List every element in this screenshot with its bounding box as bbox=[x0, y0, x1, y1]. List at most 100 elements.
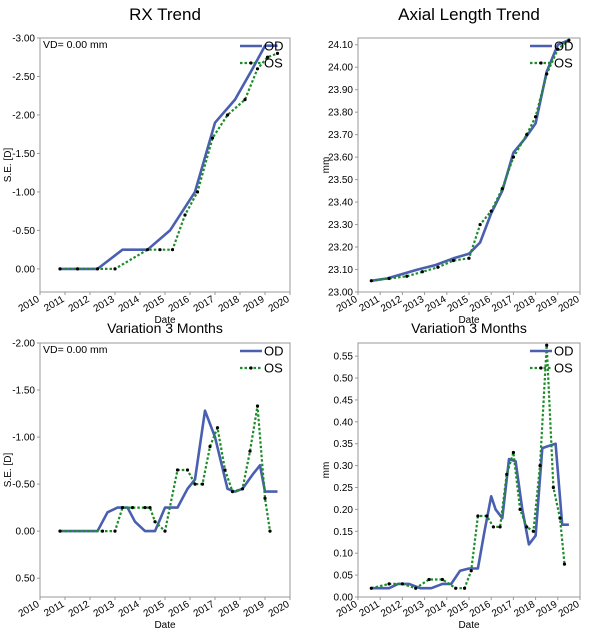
x-tick-label: 2019 bbox=[242, 599, 267, 620]
y-tick-label: 0.25 bbox=[334, 483, 354, 494]
data-point-os bbox=[427, 577, 431, 582]
data-point-os bbox=[225, 113, 230, 117]
data-point-os bbox=[130, 506, 135, 510]
data-point-os bbox=[467, 256, 471, 260]
y-axis-label: S.E. [D] bbox=[3, 148, 14, 183]
data-point-os bbox=[511, 450, 515, 455]
data-point-os bbox=[400, 582, 404, 586]
data-point-os bbox=[193, 482, 197, 486]
y-tick-label: 23.90 bbox=[328, 85, 353, 96]
data-point-os bbox=[436, 265, 440, 269]
x-tick-label: 2016 bbox=[468, 599, 493, 620]
data-point-os bbox=[478, 222, 482, 227]
data-point-os bbox=[485, 514, 489, 518]
y-tick-label: 0.50 bbox=[16, 574, 36, 585]
chart-panel-4: Variation 3 Months 0.55 0.50 0.45 0.40 0.35 0.… bbox=[321, 320, 582, 628]
data-point-os bbox=[113, 267, 117, 271]
y-tick-label: -3.00 bbox=[12, 34, 35, 45]
x-tick-label: 2020 bbox=[557, 294, 582, 315]
x-axis-label: Date bbox=[154, 620, 176, 628]
y-tick-label: 0.45 bbox=[334, 395, 354, 406]
legend-marker-os bbox=[249, 61, 253, 65]
chart-panel-3: Variation 3 Months -2.00 -1.50 -1.00 -0.50 0.… bbox=[3, 320, 292, 628]
data-point-os bbox=[469, 569, 473, 573]
plot-frame bbox=[357, 342, 581, 598]
data-point-os bbox=[113, 529, 117, 533]
data-point-os bbox=[489, 209, 493, 213]
x-tick-label: 2014 bbox=[424, 599, 449, 620]
x-tick-label: 2015 bbox=[142, 599, 167, 620]
data-point-os bbox=[387, 276, 391, 281]
x-tick-label: 2017 bbox=[490, 294, 515, 315]
x-tick-label: 2014 bbox=[424, 294, 449, 315]
data-point-os bbox=[498, 525, 502, 529]
x-tick-label: 2015 bbox=[446, 599, 471, 620]
data-point-os bbox=[175, 468, 180, 472]
x-tick-label: 2011 bbox=[358, 599, 383, 619]
data-point-os bbox=[58, 529, 62, 533]
x-tick-label: 2010 bbox=[17, 294, 42, 315]
data-point-os bbox=[405, 274, 409, 278]
data-point-os bbox=[531, 529, 535, 533]
series-line-os bbox=[371, 39, 570, 282]
data-point-os bbox=[558, 516, 562, 520]
data-point-os bbox=[387, 582, 391, 586]
data-point-os bbox=[476, 514, 480, 518]
y-tick-label: -1.50 bbox=[12, 386, 35, 397]
legend-label-od: OD bbox=[264, 344, 284, 359]
plot-frame bbox=[39, 37, 291, 293]
data-point-os bbox=[369, 279, 373, 283]
data-point-os bbox=[451, 258, 456, 263]
y-tick-label: 23.40 bbox=[328, 198, 353, 209]
y-tick-label: 24.10 bbox=[328, 40, 353, 51]
vd-note: VD= 0.00 mm bbox=[43, 344, 108, 356]
y-tick-label: 23.20 bbox=[328, 243, 353, 254]
data-point-os bbox=[195, 190, 200, 194]
series-line-od bbox=[371, 38, 570, 283]
data-point-os bbox=[545, 72, 549, 76]
y-tick-label: 23.70 bbox=[328, 130, 353, 141]
x-tick-label: 2020 bbox=[557, 599, 582, 620]
data-point-os bbox=[556, 47, 560, 51]
data-point-os bbox=[240, 487, 245, 491]
chart-title: Variation 3 Months bbox=[411, 320, 527, 336]
series-line-od bbox=[60, 44, 278, 271]
chart-title: RX Trend bbox=[129, 5, 201, 24]
x-tick-label: 2012 bbox=[67, 599, 92, 620]
x-axis-label: Date bbox=[458, 620, 480, 628]
y-tick-label: 23.10 bbox=[328, 265, 353, 276]
data-point-os bbox=[525, 525, 529, 529]
data-point-os bbox=[153, 520, 157, 524]
series-line-os bbox=[60, 404, 272, 533]
x-tick-label: 2018 bbox=[217, 294, 242, 315]
data-point-os bbox=[75, 267, 80, 271]
x-tick-label: 2019 bbox=[535, 599, 560, 620]
y-tick-label: 0.10 bbox=[334, 549, 354, 560]
legend-label-od: OD bbox=[554, 344, 574, 359]
data-point-os bbox=[525, 133, 529, 137]
chart-title: Variation 3 Months bbox=[107, 320, 223, 336]
legend-marker-os bbox=[539, 366, 543, 370]
y-tick-label: 0.20 bbox=[334, 505, 354, 516]
series-line-od bbox=[60, 409, 278, 533]
legend-label-od: OD bbox=[264, 39, 284, 54]
data-point-os bbox=[95, 267, 100, 271]
y-tick-label: -2.50 bbox=[12, 72, 35, 83]
data-point-os bbox=[462, 586, 467, 590]
y-axis-label: mm bbox=[321, 157, 332, 174]
legend-marker-os bbox=[249, 366, 253, 370]
x-tick-label: 2018 bbox=[217, 599, 242, 620]
data-point-os bbox=[420, 270, 424, 274]
y-tick-label: 24.00 bbox=[328, 63, 353, 74]
x-tick-label: 2014 bbox=[117, 294, 142, 315]
x-tick-label: 2011 bbox=[42, 294, 67, 314]
x-tick-label: 2011 bbox=[358, 294, 383, 314]
data-point-os bbox=[454, 586, 458, 590]
data-point-os bbox=[491, 525, 496, 529]
y-tick-label: -2.00 bbox=[12, 339, 35, 350]
legend-label-os: OS bbox=[554, 361, 573, 376]
x-tick-label: 2016 bbox=[167, 294, 192, 315]
y-tick-label: 23.50 bbox=[328, 175, 353, 186]
y-tick-label: 23.00 bbox=[328, 288, 353, 299]
series-line-os bbox=[371, 344, 566, 590]
